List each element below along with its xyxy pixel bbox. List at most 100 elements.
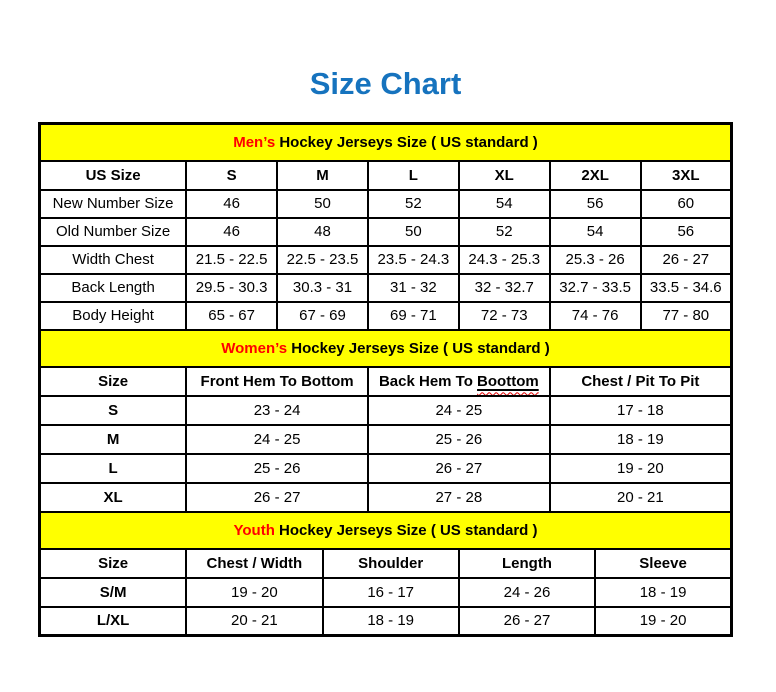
youth-banner-text: Hockey Jerseys Size ( US standard ): [274, 521, 538, 539]
womens-banner-row: Women’s Hockey Jerseys Size ( US standar…: [38, 328, 733, 368]
size-value-cell: 21.5 - 22.5: [185, 244, 279, 275]
mens-column-header: 3XL: [639, 159, 733, 191]
size-value-cell: 52: [457, 216, 551, 247]
size-value-cell: 46: [185, 216, 279, 247]
size-value-cell: 32.7 - 33.5: [548, 272, 642, 303]
size-value-cell: 50: [366, 216, 460, 247]
size-value-cell: 48: [276, 216, 369, 247]
size-value-cell: 20 - 21: [548, 481, 733, 513]
size-value-cell: 72 - 73: [457, 300, 551, 331]
size-value-cell: 18 - 19: [321, 605, 460, 637]
youth-column-header: Size: [38, 547, 188, 579]
size-value-cell: 23.5 - 24.3: [366, 244, 460, 275]
row-label: L/XL: [38, 605, 188, 637]
row-label: New Number Size: [38, 188, 188, 219]
mens-column-header: 2XL: [548, 159, 642, 191]
youth-column-header: Shoulder: [321, 547, 460, 579]
size-value-cell: 25.3 - 26: [548, 244, 642, 275]
mens-banner-highlight: Men’s: [233, 133, 276, 151]
size-value-cell: 16 - 17: [321, 576, 460, 608]
row-label: Body Height: [38, 300, 188, 331]
size-value-cell: 56: [639, 216, 733, 247]
size-value-cell: 17 - 18: [548, 394, 733, 426]
size-value-cell: 24 - 26: [457, 576, 597, 608]
mens-column-header: XL: [457, 159, 551, 191]
size-value-cell: 18 - 19: [548, 423, 733, 455]
row-label: Old Number Size: [38, 216, 188, 247]
mens-row: Width Chest 21.5 - 22.5 22.5 - 23.5 23.5 - …: [38, 244, 733, 275]
row-label: S/M: [38, 576, 188, 608]
size-value-cell: 32 - 32.7: [457, 272, 551, 303]
size-value-cell: 77 - 80: [639, 300, 733, 331]
youth-section-banner: Youth Hockey Jerseys Size ( US standard …: [38, 510, 733, 550]
youth-header-row: Size Chest / Width Shoulder Length Sleeve: [38, 547, 733, 579]
size-value-cell: 18 - 19: [594, 576, 733, 608]
mens-section-banner: Men’s Hockey Jerseys Size ( US standard …: [38, 122, 733, 162]
size-value-cell: 20 - 21: [185, 605, 324, 637]
womens-banner-text: Hockey Jerseys Size ( US standard ): [287, 339, 550, 357]
size-value-cell: 67 - 69: [276, 300, 369, 331]
page-title: Size Chart: [309, 66, 462, 101]
mens-column-header: L: [366, 159, 460, 191]
mens-row: Back Length 29.5 - 30.3 30.3 - 31 31 - 32 32…: [38, 272, 733, 303]
mens-row: Old Number Size 46 48 50 52 54 56: [38, 216, 733, 247]
size-value-cell: 19 - 20: [185, 576, 324, 608]
youth-row: S/M 19 - 20 16 - 17 24 - 26 18 - 19: [38, 576, 733, 608]
womens-column-header: Size: [38, 365, 188, 397]
mens-banner-text: Hockey Jerseys Size ( US standard ): [275, 133, 538, 151]
size-value-cell: 54: [457, 188, 551, 219]
mens-banner-row: Men’s Hockey Jerseys Size ( US standard …: [38, 122, 733, 162]
youth-row: L/XL 20 - 21 18 - 19 26 - 27 19 - 20: [38, 605, 733, 637]
womens-column-header: Front Hem To Bottom: [185, 365, 369, 397]
size-value-cell: 54: [548, 216, 642, 247]
misspelled-word-text: Boottom: [477, 372, 539, 390]
size-value-cell: 24.3 - 25.3: [457, 244, 551, 275]
womens-row: L 25 - 26 26 - 27 19 - 20: [38, 452, 733, 484]
misspelled-word: Boottom: [477, 373, 539, 390]
youth-banner-highlight: Youth: [233, 521, 275, 539]
size-value-cell: 31 - 32: [366, 272, 460, 303]
womens-row: M 24 - 25 25 - 26 18 - 19: [38, 423, 733, 455]
size-value-cell: 24 - 25: [185, 423, 369, 455]
row-label: L: [38, 452, 188, 484]
womens-column-header: Back Hem To Boottom: [366, 365, 551, 397]
size-value-cell: 19 - 20: [548, 452, 733, 484]
womens-header-row: Size Front Hem To Bottom Back Hem To Boott…: [38, 365, 733, 397]
youth-column-header: Sleeve: [594, 547, 733, 579]
mens-row: New Number Size 46 50 52 54 56 60: [38, 188, 733, 219]
row-label: Back Length: [38, 272, 188, 303]
size-value-cell: 50: [276, 188, 369, 219]
size-value-cell: 23 - 24: [185, 394, 369, 426]
table-body: Men’s Hockey Jerseys Size ( US standard …: [38, 122, 733, 637]
size-value-cell: 46: [185, 188, 279, 219]
womens-banner-highlight: Women’s: [221, 339, 288, 357]
youth-column-header: Chest / Width: [185, 547, 324, 579]
womens-row: XL 26 - 27 27 - 28 20 - 21: [38, 481, 733, 513]
mens-row: Body Height 65 - 67 67 - 69 69 - 71 72 - 73 7…: [38, 300, 733, 331]
size-value-cell: 26 - 27: [366, 452, 551, 484]
size-value-cell: 26 - 27: [185, 481, 369, 513]
youth-banner-row: Youth Hockey Jerseys Size ( US standard …: [38, 510, 733, 550]
row-label: XL: [38, 481, 188, 513]
size-value-cell: 74 - 76: [548, 300, 642, 331]
size-value-cell: 22.5 - 23.5: [276, 244, 369, 275]
womens-row: S 23 - 24 24 - 25 17 - 18: [38, 394, 733, 426]
row-label: S: [38, 394, 188, 426]
mens-header-row: US Size S M L XL 2XL 3XL: [38, 159, 733, 191]
size-chart-table: Men’s Hockey Jerseys Size ( US standard …: [38, 122, 733, 637]
row-label: Width Chest: [38, 244, 188, 275]
mens-column-header: US Size: [38, 159, 188, 191]
size-value-cell: 29.5 - 30.3: [185, 272, 279, 303]
youth-column-header: Length: [457, 547, 597, 579]
size-value-cell: 19 - 20: [594, 605, 733, 637]
size-value-cell: 25 - 26: [366, 423, 551, 455]
mens-column-header: S: [185, 159, 279, 191]
size-value-cell: 69 - 71: [366, 300, 460, 331]
size-value-cell: 26 - 27: [457, 605, 597, 637]
size-value-cell: 33.5 - 34.6: [639, 272, 733, 303]
size-value-cell: 27 - 28: [366, 481, 551, 513]
size-value-cell: 26 - 27: [639, 244, 733, 275]
womens-section-banner: Women’s Hockey Jerseys Size ( US standar…: [38, 328, 733, 368]
size-value-cell: 56: [548, 188, 642, 219]
